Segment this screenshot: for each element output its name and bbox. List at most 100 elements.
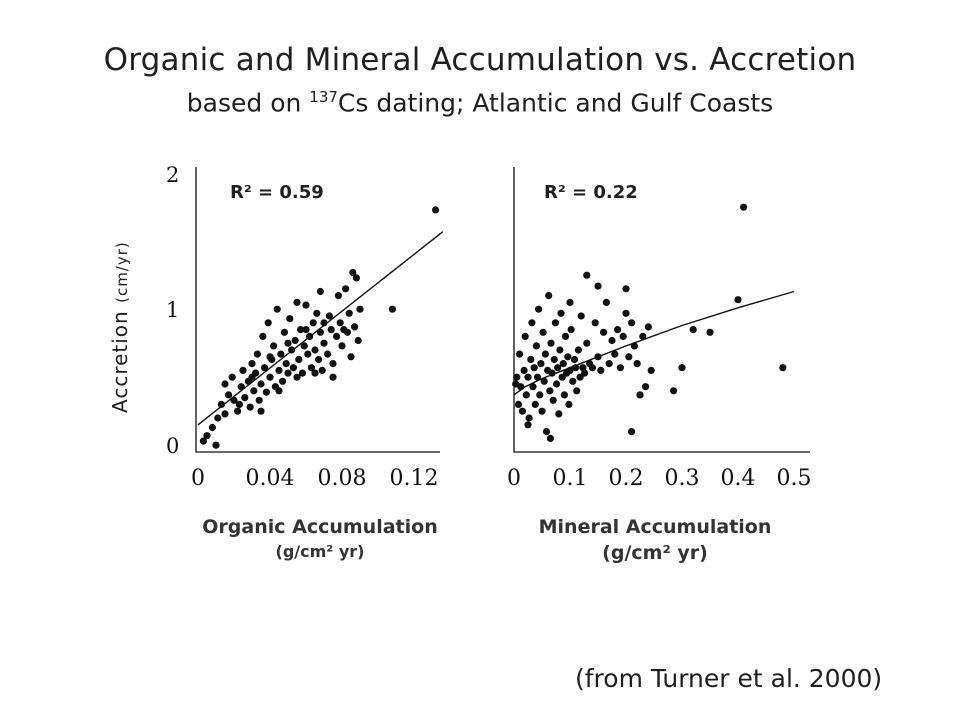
organic-point xyxy=(280,328,288,336)
mineral-fit-line xyxy=(513,290,795,396)
mineral-x-axis-label: Mineral Accumulation (g/cm² yr) xyxy=(505,516,805,564)
mineral-point xyxy=(577,312,585,320)
organic-point xyxy=(248,360,256,368)
mineral-panel: R² = 0.22 0 0.1 0.2 0.3 0.4 0.5 xyxy=(507,167,812,491)
mineral-point xyxy=(644,323,653,331)
mineral-point xyxy=(537,360,545,368)
organic-point xyxy=(257,407,265,415)
mineral-point xyxy=(551,319,560,327)
mineral-point xyxy=(573,387,581,395)
mineral-x-axis-title: Mineral Accumulation xyxy=(538,516,772,538)
y-axis-title: Accretion xyxy=(108,310,132,413)
organic-point xyxy=(264,319,272,327)
organic-point xyxy=(318,366,326,374)
organic-point xyxy=(225,391,233,399)
organic-x-axis-title: Organic Accumulation xyxy=(202,516,438,538)
organic-point xyxy=(293,298,301,306)
organic-point xyxy=(316,287,324,296)
mineral-x-axis-unit: (g/cm² yr) xyxy=(602,542,708,564)
mineral-r2-label: R² = 0.22 xyxy=(544,182,638,203)
mineral-point xyxy=(583,339,591,347)
mineral-point xyxy=(545,292,553,300)
organic-point xyxy=(311,346,319,354)
organic-point xyxy=(297,326,305,334)
mineral-points xyxy=(512,203,787,442)
organic-point xyxy=(277,350,285,358)
mineral-point xyxy=(594,282,602,290)
organic-x-axis-label: Organic Accumulation (g/cm² yr) xyxy=(175,516,465,561)
organic-point xyxy=(315,355,323,364)
organic-point xyxy=(356,305,364,313)
organic-point xyxy=(291,336,299,345)
organic-point xyxy=(270,342,278,350)
organic-point xyxy=(329,373,337,381)
subtitle-rest: Cs dating; Atlantic and Gulf Coasts xyxy=(337,88,774,118)
organic-point xyxy=(257,380,265,388)
mineral-point xyxy=(512,380,520,388)
organic-point xyxy=(325,312,333,320)
organic-point xyxy=(333,332,341,340)
organic-x-tick-label: 0.08 xyxy=(318,466,367,491)
organic-point xyxy=(349,268,357,277)
mineral-point xyxy=(530,364,538,372)
mineral-point xyxy=(633,360,641,368)
mineral-point xyxy=(689,326,697,334)
mineral-point xyxy=(628,319,636,327)
mineral-point xyxy=(520,366,528,374)
mineral-point xyxy=(581,369,589,377)
organic-point xyxy=(307,364,315,372)
organic-point xyxy=(388,305,396,313)
mineral-point xyxy=(518,407,527,415)
organic-x-tick-label: 0.12 xyxy=(390,466,439,491)
organic-x-tick-labels: 0 0.04 0.08 0.12 xyxy=(191,466,438,491)
mineral-point xyxy=(516,350,524,358)
organic-point xyxy=(324,350,332,358)
mineral-point xyxy=(514,400,523,408)
mineral-point xyxy=(535,305,543,313)
mineral-point xyxy=(524,421,532,429)
organic-point xyxy=(221,410,229,418)
organic-x-tick-label: 0 xyxy=(191,466,205,491)
mineral-point xyxy=(597,366,605,374)
organic-point xyxy=(203,432,211,440)
organic-point xyxy=(432,206,440,214)
mineral-point xyxy=(560,391,569,399)
mineral-point xyxy=(740,203,748,211)
mineral-point xyxy=(556,346,564,354)
mineral-point xyxy=(540,377,548,385)
organic-point xyxy=(342,285,350,293)
mineral-point xyxy=(555,410,563,418)
mineral-point xyxy=(570,355,579,364)
mineral-point xyxy=(531,400,539,408)
organic-point xyxy=(214,414,222,422)
mineral-point xyxy=(614,326,622,334)
organic-point xyxy=(304,350,312,358)
organic-point xyxy=(311,369,319,377)
organic-point xyxy=(293,373,301,381)
mineral-point xyxy=(561,332,570,340)
organic-point xyxy=(298,369,306,377)
mineral-x-tick-label: 0.2 xyxy=(609,466,644,491)
organic-point xyxy=(259,332,267,340)
mineral-point xyxy=(528,319,536,327)
organic-point xyxy=(241,394,249,402)
mineral-point xyxy=(513,373,521,381)
mineral-point xyxy=(639,332,647,340)
mineral-point xyxy=(619,332,627,340)
organic-point xyxy=(234,407,242,415)
mineral-point xyxy=(541,350,550,358)
organic-point xyxy=(295,355,303,364)
y-tick-label-2: 2 xyxy=(166,163,179,187)
mineral-point xyxy=(569,377,577,385)
organic-x-axis-unit: (g/cm² yr) xyxy=(275,542,365,561)
mineral-point xyxy=(536,391,544,399)
organic-point xyxy=(320,339,328,347)
mineral-point xyxy=(529,383,537,391)
organic-fit-line xyxy=(197,231,444,426)
mineral-point xyxy=(527,355,535,364)
organic-point xyxy=(282,360,290,368)
isotope-mass-number: 137 xyxy=(309,88,338,106)
mineral-point xyxy=(579,364,587,372)
mineral-point xyxy=(670,387,678,395)
slide-subtitle: based on 137Cs dating; Atlantic and Gulf… xyxy=(0,88,960,117)
